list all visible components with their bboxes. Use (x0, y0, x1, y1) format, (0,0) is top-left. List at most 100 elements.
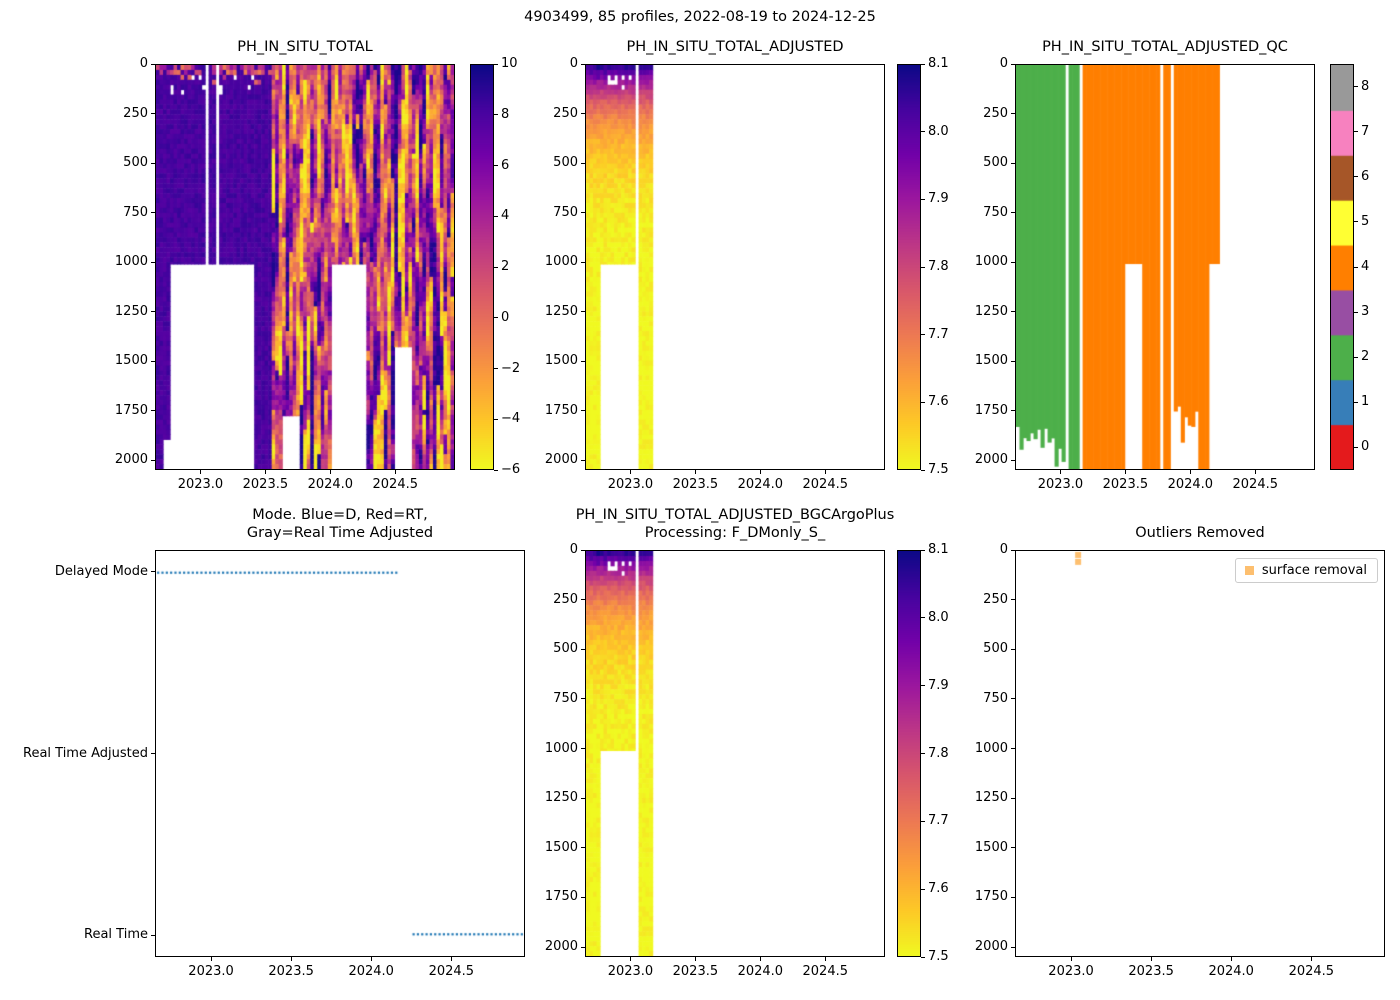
colorbar-tick-label: 8.0 (928, 123, 949, 139)
colorbar-tick-label: 7.7 (928, 326, 949, 342)
plot5-colorbar (897, 550, 921, 957)
x-tick-mark (824, 957, 826, 961)
colorbar-tick-mark (921, 888, 925, 890)
y-tick-mark (1011, 360, 1015, 362)
mode-scatter-canvas (156, 551, 524, 956)
colorbar-tick-label: 4 (501, 208, 510, 224)
y-tick-label: 1500 (114, 353, 148, 369)
colorbar-tick-label: −2 (501, 360, 521, 376)
surface-removal-marker-icon (1244, 566, 1254, 575)
y-tick-mark (1011, 212, 1015, 214)
x-tick-mark (329, 470, 331, 474)
colorbar-tick-mark (921, 63, 925, 65)
colorbar-tick-mark (1354, 176, 1358, 178)
y-tick-mark (151, 459, 155, 461)
y-tick-label: 1500 (974, 353, 1008, 369)
y-tick-label: 2000 (974, 452, 1008, 468)
y-tick-mark (581, 847, 585, 849)
x-tick-label: 2023.5 (242, 477, 289, 492)
x-tick-mark (824, 470, 826, 474)
y-tick-label: 500 (553, 155, 578, 171)
colorbar-tick-mark (921, 685, 925, 687)
colorbar-tick-mark (1354, 221, 1358, 223)
colorbar-tick-label: 7.8 (928, 259, 949, 274)
x-tick-label: 2024.0 (737, 477, 784, 492)
x-tick-label: 2023.5 (1128, 964, 1174, 979)
y-tick-mark (1011, 113, 1015, 114)
plot1-title: PH_IN_SITU_TOTAL (237, 39, 373, 55)
x-tick-mark (759, 470, 761, 474)
ph-in-situ-total-adjusted-heatmap-canvas (586, 65, 884, 469)
y-tick-mark (1011, 162, 1015, 164)
colorbar-tick-mark (494, 469, 498, 471)
y-tick-mark (581, 946, 585, 948)
colorbar-tick-label: 7.7 (928, 813, 949, 829)
x-tick-label: 2023.5 (1102, 477, 1149, 492)
y-tick-label: 1750 (544, 402, 578, 418)
x-tick-mark (370, 957, 372, 961)
x-tick-label: 2023.0 (188, 964, 234, 979)
y-tick-label: 1750 (544, 889, 578, 905)
colorbar-tick-label: 8.1 (928, 56, 949, 71)
x-tick-mark (1070, 957, 1072, 961)
y-tick-mark (1011, 410, 1015, 412)
colorbar-tick-mark (921, 956, 925, 958)
colorbar-tick-mark (494, 63, 498, 65)
y-tick-label: 250 (553, 105, 578, 121)
colorbar-tick-label: 7.9 (928, 677, 949, 693)
colorbar-tick-mark (1354, 131, 1358, 133)
y-tick-label: 750 (123, 204, 148, 220)
colorbar-tick-label: 7.5 (928, 462, 949, 477)
y-tick-label: 1750 (974, 889, 1008, 905)
y-tick-label: 1000 (544, 740, 578, 756)
y-tick-label: 250 (123, 105, 148, 121)
y-tick-mark (151, 410, 155, 412)
x-tick-mark (394, 470, 396, 474)
x-tick-mark (1230, 957, 1232, 961)
colorbar-tick-mark (921, 549, 925, 551)
x-tick-label: 2024.5 (372, 477, 419, 492)
y-tick-label: Delayed Mode (54, 563, 148, 579)
x-tick-label: 2023.0 (1037, 477, 1084, 492)
y-tick-mark (1011, 599, 1015, 601)
colorbar-tick-mark (921, 469, 925, 471)
colorbar-tick-label: 10 (501, 56, 518, 71)
colorbar-tick-mark (494, 215, 498, 217)
y-tick-label: 1000 (974, 740, 1008, 756)
y-tick-mark (581, 896, 585, 898)
x-tick-mark (450, 957, 452, 961)
y-tick-label: 1750 (114, 402, 148, 418)
colorbar-tick-label: 7.8 (928, 745, 949, 761)
colorbar-tick-mark (921, 334, 925, 336)
y-tick-mark (581, 797, 585, 799)
x-tick-label: 2024.5 (1232, 477, 1279, 492)
y-tick-mark (1011, 698, 1015, 700)
ph-in-situ-total-colorbar-canvas (471, 65, 493, 469)
colorbar-tick-label: 6 (1361, 168, 1370, 184)
x-tick-mark (199, 470, 201, 474)
colorbar-tick-label: 7.9 (928, 191, 949, 207)
x-tick-mark (1254, 470, 1256, 474)
plot6-title: Outliers Removed (1135, 525, 1265, 541)
colorbar-tick-mark (1354, 401, 1358, 403)
colorbar-tick-mark (921, 401, 925, 403)
y-tick-mark (151, 212, 155, 214)
y-tick-mark (1011, 261, 1015, 263)
colorbar-tick-label: 6 (501, 157, 510, 173)
x-tick-label: 2024.0 (1167, 477, 1214, 492)
x-tick-label: 2024.0 (348, 964, 394, 979)
y-tick-mark (581, 63, 585, 65)
y-tick-mark (151, 63, 155, 65)
plot3-title: PH_IN_SITU_TOTAL_ADJUSTED_QC (1042, 39, 1288, 55)
x-tick-mark (1189, 470, 1191, 474)
colorbar-tick-label: 4 (1361, 259, 1370, 274)
y-tick-mark (1011, 797, 1015, 799)
colorbar-tick-mark (921, 266, 925, 268)
colorbar-tick-label: 0 (501, 309, 510, 325)
x-tick-mark (694, 957, 696, 961)
y-tick-mark (581, 261, 585, 263)
y-tick-label: 750 (553, 690, 578, 706)
y-tick-label: Real Time (84, 927, 148, 943)
outliers-removed-scatter-canvas (1016, 551, 1384, 956)
y-tick-label: 500 (553, 641, 578, 657)
